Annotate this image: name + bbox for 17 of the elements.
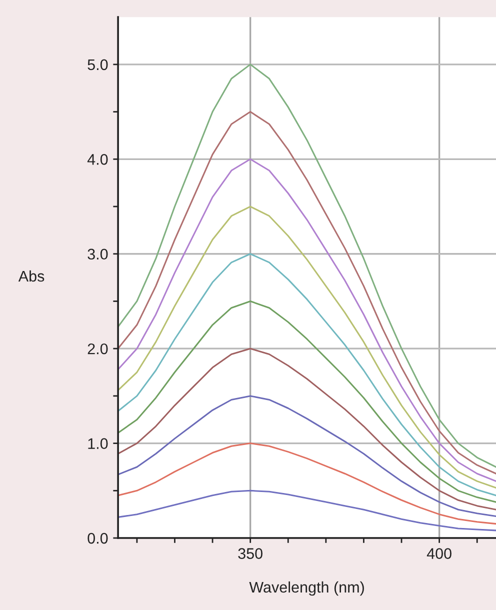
- y-tick-label: 3.0: [88, 248, 108, 260]
- x-tick-label: 350: [238, 548, 262, 559]
- y-tick-label: 4.0: [87, 154, 108, 165]
- line-series: [118, 253, 496, 496]
- x-tick-label: 400: [426, 548, 452, 559]
- line-series: [118, 300, 496, 503]
- y-axis-title: Abs: [18, 270, 44, 282]
- line-series: [118, 348, 496, 510]
- line-series: [118, 206, 496, 489]
- y-tick-label: 1.0: [88, 438, 108, 449]
- line-series: [118, 395, 496, 517]
- line-series: [118, 442, 496, 525]
- x-axis-title: Wavelength (nm): [249, 581, 364, 596]
- y-tick-label: 5.0: [88, 59, 108, 70]
- line-series: [118, 490, 496, 532]
- y-tick-label: 2.0: [88, 343, 108, 354]
- y-tick-label: 0.0: [88, 532, 108, 544]
